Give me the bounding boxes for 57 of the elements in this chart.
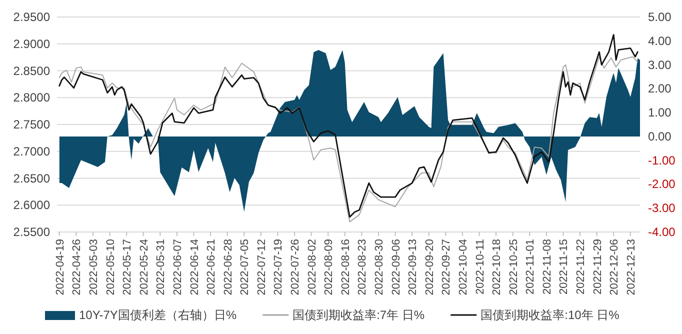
x-tick-label: 2022-12-13 [625,239,638,296]
x-tick-label: 2022-08-30 [373,239,386,296]
x-tick-label: 2022-11-01 [524,239,537,294]
y2-tick-label: 0.00 [648,129,672,144]
y2-tick-label: 2.00 [648,82,672,96]
x-tick-label: 2022-11-08 [541,239,554,294]
x-tick-label: 2022-05-24 [138,239,150,296]
legend-label: 国债到期收益率:7年 日% [292,308,425,322]
x-tick-label: 2022-06-14 [188,239,201,296]
x-tick-label: 2022-05-10 [104,239,117,296]
y-tick-label: 2.8500 [13,64,50,78]
x-tick-label: 2022-08-23 [356,239,369,296]
x-tick-label: 2022-07-19 [272,239,285,296]
y-tick-label: 2.6500 [13,171,50,186]
y-tick-label: 2.7000 [13,144,50,158]
y2-tick-label: 4.00 [648,34,672,48]
y-tick-label: 2.9500 [13,10,50,24]
x-tick-label: 2022-11-29 [592,239,604,294]
y-tick-label: 2.5500 [13,225,50,239]
y2-tick-label: -3.00 [648,201,676,216]
x-tick-label: 2022-06-07 [172,239,184,296]
y-tick-label: 2.6000 [13,198,50,212]
x-tick-label: 2022-08-02 [306,239,318,296]
x-tick-label: 2022-04-26 [71,239,84,296]
y-tick-label: 2.9000 [13,36,50,51]
x-tick-label: 2022-11-22 [575,239,588,294]
y2-tick-label: 1.00 [648,106,672,120]
x-tick-label: 2022-06-21 [206,239,218,296]
x-tick-label: 2022-09-20 [424,239,436,296]
x-tick-label: 2022-10-04 [457,239,470,296]
y2-tick-label: -1.00 [648,153,676,168]
x-tick-label: 2022-12-06 [608,239,621,296]
x-tick-label: 2022-07-26 [290,239,302,296]
x-tick-label: 2022-05-03 [88,239,100,296]
x-tick-label: 2022-08-09 [323,239,336,296]
x-tick-label: 2022-04-19 [54,239,66,296]
legend-label: 10Y-7Y国债利差（右轴）日% [79,308,237,322]
x-tick-label: 2022-10-11 [474,239,486,294]
y2-tick-label: 5.00 [648,10,672,24]
x-tick-label: 2022-07-05 [239,239,252,296]
y2-tick-label: -2.00 [648,177,676,192]
y-tick-label: 2.7500 [13,118,50,132]
y2-tick-label: 3.00 [648,58,672,72]
x-tick-label: 2022-11-15 [558,239,570,294]
x-tick-label: 2022-10-18 [491,239,504,296]
x-tick-label: 2022-08-16 [340,239,352,296]
x-tick-label: 2022-09-27 [440,239,453,296]
x-tick-label: 2022-10-25 [508,239,520,296]
legend-label: 国债到期收益率:10年 日% [480,308,620,322]
x-tick-label: 2022-06-28 [222,239,234,296]
x-tick-label: 2022-09-06 [390,239,402,296]
x-tick-label: 2022-05-17 [122,239,134,296]
x-tick-label: 2022-07-12 [256,239,268,296]
y2-tick-label: -4.00 [648,225,676,239]
x-tick-label: 2022-09-13 [407,239,420,296]
x-tick-label: 2022-05-31 [155,239,168,296]
y-tick-label: 2.8000 [13,90,50,105]
